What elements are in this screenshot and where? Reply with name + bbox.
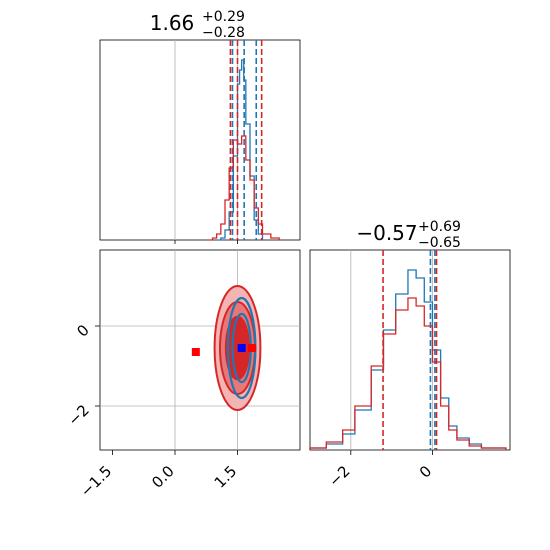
y-tick-label: −2	[64, 401, 92, 429]
x-tick-label: −1.5	[77, 462, 115, 500]
marker-group	[191, 344, 257, 356]
title-median: −0.57	[356, 221, 417, 245]
contour-group	[213, 285, 262, 411]
histogram-panel-bottom-right: −2 0 −0.57 +0.69 −0.65	[309, 219, 511, 490]
grid	[100, 250, 300, 450]
y-tick-label: 0	[73, 321, 92, 340]
x-tick-labels: −1.5 0.0 1.5	[77, 450, 240, 501]
title-median: 1.66	[150, 11, 195, 35]
contour-panel: −1.5 0.0 1.5 −2 0	[64, 249, 301, 501]
title-plus: +0.29	[202, 9, 245, 25]
title-plus: +0.69	[418, 219, 461, 235]
panel-frame	[99, 39, 301, 241]
title-minus: −0.65	[418, 235, 461, 251]
x-tick-labels: −2 0	[325, 450, 435, 490]
x-tick-label: −2	[325, 462, 353, 490]
x-tick-label: 0.0	[148, 462, 178, 492]
panel-frame	[99, 249, 301, 451]
series-group	[309, 250, 507, 450]
histogram-line	[309, 269, 507, 450]
marker	[237, 344, 246, 352]
series-group	[208, 40, 280, 241]
x-tick-label: 1.5	[211, 462, 241, 492]
histogram-line	[208, 135, 280, 241]
histogram-panel-top: 1.66 +0.29 −0.28	[99, 9, 301, 244]
histogram-line	[309, 297, 507, 450]
marker	[248, 344, 257, 352]
title-minus: −0.28	[202, 25, 245, 41]
x-tick-label: 0	[416, 462, 435, 481]
panel-frame	[309, 249, 511, 451]
marker	[191, 348, 200, 356]
y-tick-labels: −2 0	[64, 321, 100, 429]
